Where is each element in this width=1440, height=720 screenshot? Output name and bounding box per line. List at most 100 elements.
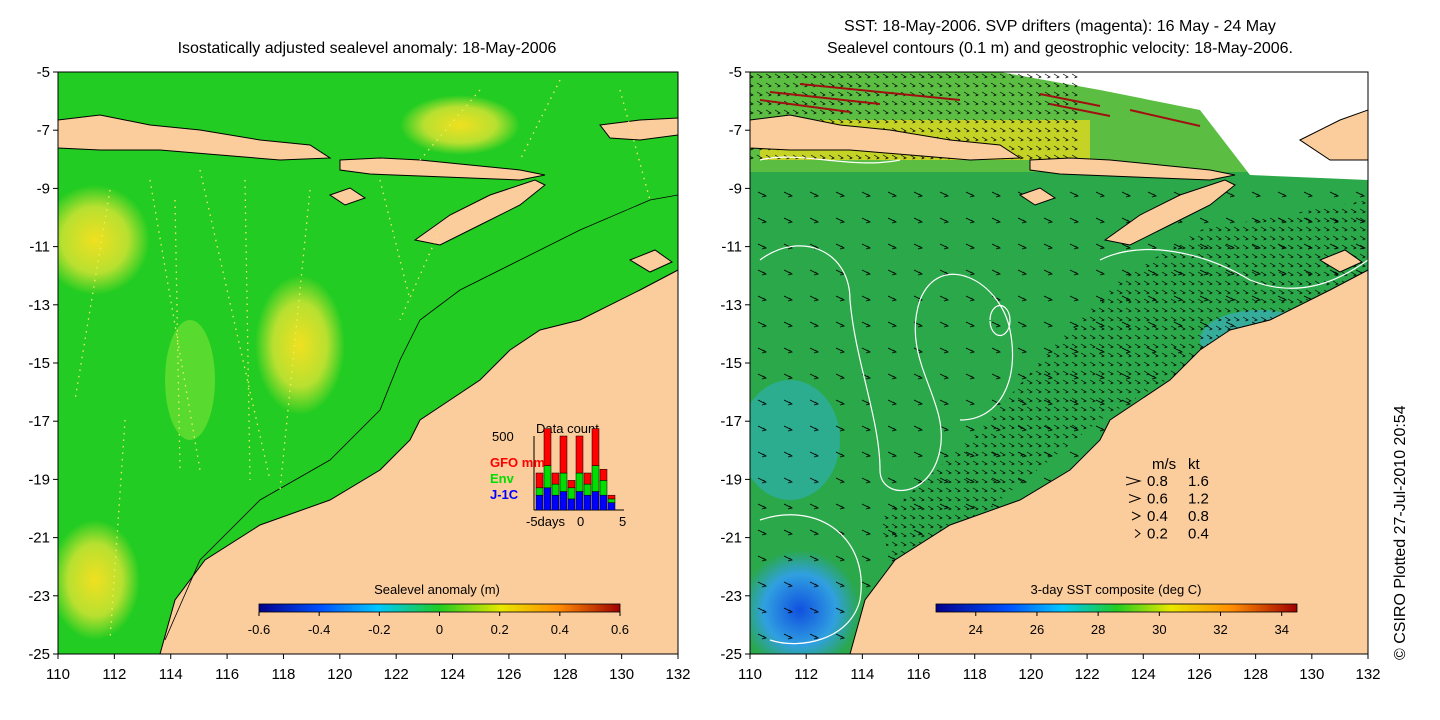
left-colorbar-tick-label: -0.2 [368,622,390,637]
left-ytick-label: -13 [28,297,50,314]
left-ytick-label: -25 [28,646,50,663]
data-count-inset: Data count 500 GFO mm Env J-1C -5days 0 … [490,421,626,529]
left-nusa-tenggara-land [339,157,546,181]
speed-legend-arrow [1128,494,1142,503]
right-xtick-label: 114 [850,666,874,683]
left-xtick-label: 110 [46,666,70,683]
inset-bar-gfo [607,494,616,500]
right-xtick-label: 130 [1299,666,1324,683]
right-cloud-mask [1000,72,1368,180]
left-xtick-label: 130 [609,666,634,683]
inset-title: Data count [536,421,599,436]
left-sumba-land [328,187,367,206]
left-colorbar-tick-label: 0.2 [491,622,509,637]
left-y-axis: -5 -7 -9 -11 -13 -15 -17 -19 -21 -23 -25 [28,64,58,663]
inset-bar-jason [535,494,544,511]
right-xtick-label: 122 [1075,666,1100,683]
inset-bar-env [599,480,608,496]
inset-xtick-minus5: -5days [526,514,566,529]
left-ytick-label: -19 [28,471,50,488]
left-x-axis: 110 112 114 116 118 120 122 124 126 128 130 132 [46,654,691,683]
right-ytick-label: -15 [720,355,742,372]
right-xtick-label: 120 [1018,666,1043,683]
inset-bar-jason [567,498,576,511]
inset-bar-jason [591,491,600,511]
right-ytick-label: -21 [720,530,742,547]
speed-legend-kt-value: 1.6 [1188,473,1209,490]
left-ytick-label: -15 [28,355,50,372]
inset-bar-gfo [543,428,552,466]
right-shelf-arrows [880,200,1368,600]
inset-ymax-label: 500 [492,429,514,444]
inset-bar-gfo [559,435,568,474]
inset-bar-jason [559,491,568,511]
right-svp-drifter-tracks [759,83,1201,127]
right-nusa-tenggara-land [1029,157,1236,181]
left-xtick-label: 124 [440,666,465,683]
left-australia-land [159,269,678,654]
left-xtick-label: 120 [327,666,352,683]
left-xtick-label: 122 [384,666,409,683]
inset-bar-gfo [583,472,592,485]
right-xtick-label: 132 [1355,666,1380,683]
speed-legend-header-kt: kt [1188,456,1201,473]
right-colorbar-ramp [935,603,1298,613]
left-map-title: Isostatically adjusted sealevel anomaly:… [177,40,557,57]
left-ytick-label: -11 [29,239,50,256]
right-colorbar-tick-label: 32 [1213,622,1227,637]
inset-legend-env: Env [490,471,515,486]
speed-legend-kt-value: 0.8 [1188,508,1209,525]
inset-bar-gfo [591,428,600,466]
left-colorbar-label: Sealevel anomaly (m) [374,582,500,597]
right-ytick-label: -11 [721,239,742,256]
left-anomaly-high-north [400,95,520,155]
inset-xtick-0: 0 [577,514,584,529]
right-colorbar-tick-label: 24 [969,622,983,637]
left-map-area [58,72,678,654]
right-xtick-label: 118 [963,666,987,683]
right-xtick-label: 110 [738,666,762,683]
right-colorbar-label: 3-day SST composite (deg C) [1031,582,1202,597]
right-xtick-label: 126 [1187,666,1212,683]
right-xtick-label: 124 [1131,666,1156,683]
right-ytick-label: -13 [720,297,742,314]
speed-legend-header-ms: m/s [1152,456,1176,473]
speed-legend-ms-value: 0.6 [1147,491,1168,508]
left-ytick-label: -7 [37,122,50,139]
right-ytick-label: -19 [720,471,742,488]
right-north-island-land [1299,109,1368,161]
left-colorbar: Sealevel anomaly (m) -0.6 -0.4 -0.2 0 0.2 0.4… [248,582,629,637]
inset-bar-gfo [575,435,584,474]
speed-legend-kt-value: 1.2 [1188,491,1209,508]
left-colorbar-tick-label: 0.6 [611,622,629,637]
inset-bar-jason [599,494,608,511]
inset-bar-env [551,483,560,496]
left-north-island-land [599,117,678,141]
right-colorbar-tick-label: 26 [1030,622,1044,637]
left-melville-land [628,249,674,273]
right-map-title-line2: Sealevel contours (0.1 m) and geostrophi… [826,40,1293,57]
left-colorbar-tick-label: 0.4 [551,622,569,637]
left-xtick-label: 126 [496,666,521,683]
left-ytick-label: -23 [28,588,50,605]
right-ytick-label: -25 [720,646,742,663]
speed-legend-arrow [1134,529,1141,538]
right-colorbar-tick-label: 30 [1152,622,1166,637]
right-colorbar: 3-day SST composite (deg C) 24 26 28 30 32 34 [935,582,1298,637]
left-colorbar-ramp [258,603,621,613]
inset-bar-env [567,487,576,500]
right-x-axis: 110 112 114 116 118 120 122 124 126 128 130 132 [738,654,1381,683]
inset-bar-env [535,487,544,496]
left-xtick-label: 132 [665,666,690,683]
inset-bar-jason [607,502,616,511]
left-anomaly-high-center [255,275,345,415]
right-ytick-label: -17 [720,413,742,430]
left-xtick-label: 116 [215,666,239,683]
inset-bar-jason [543,487,552,511]
left-xtick-label: 112 [102,666,126,683]
left-timor-land [413,179,546,246]
inset-bar-jason [551,494,560,511]
speed-legend: m/s kt 0.8 1.60.6 1.20.4 0.80.2 0.4 [1125,456,1209,543]
right-map-title-line1: SST: 18-May-2006. SVP drifters (magenta)… [844,18,1276,35]
